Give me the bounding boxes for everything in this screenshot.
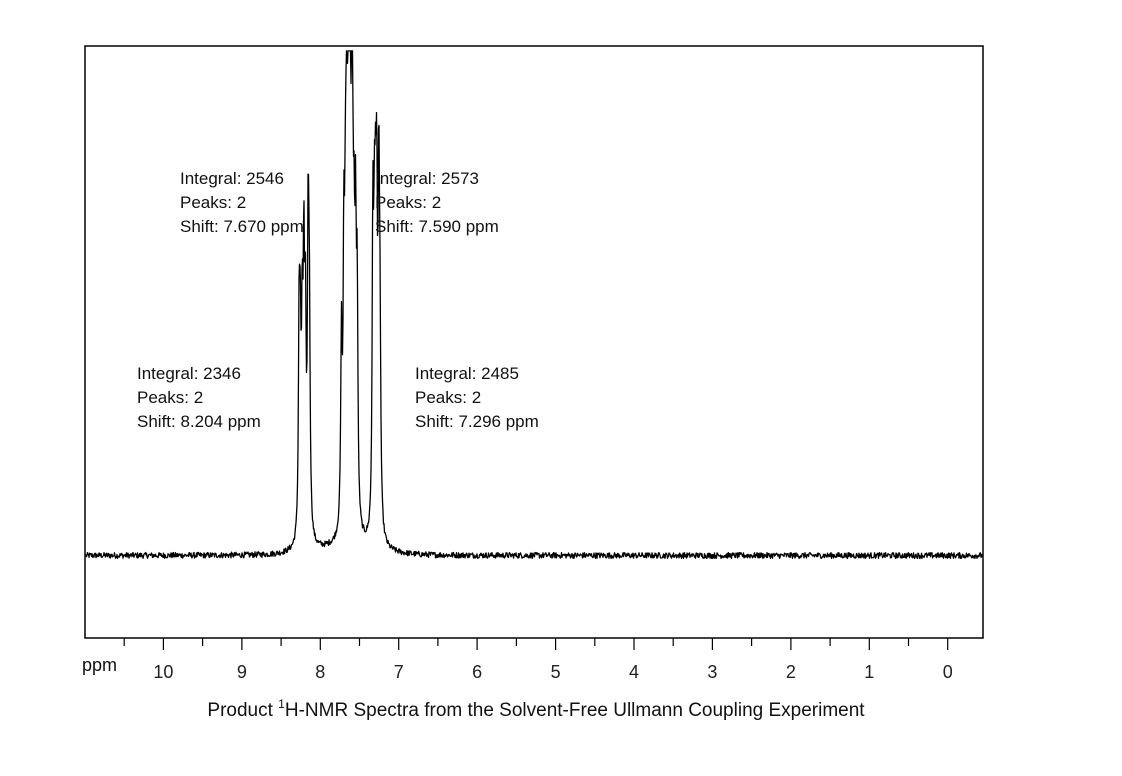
annotation-7590-shift: Shift: 7.590 ppm [375,217,499,236]
plot-frame [84,45,984,639]
x-tick-label: 4 [629,662,639,682]
annotation-7590-peaks: Peaks: 2 [375,193,441,212]
x-tick-label: 5 [551,662,561,682]
x-tick-label: 2 [786,662,796,682]
annotation-8204-integral: Integral: 2346 [137,364,241,383]
x-tick-label: 0 [943,662,953,682]
annotation-7296: Integral: 2485 Peaks: 2 Shift: 7.296 ppm [415,364,539,431]
annotation-8204-peaks: Peaks: 2 [137,388,203,407]
caption-prefix: Product [207,700,278,721]
x-tick-label: 9 [237,662,247,682]
x-tick-label: 7 [394,662,404,682]
x-tick-label: 6 [472,662,482,682]
annotation-8204: Integral: 2346 Peaks: 2 Shift: 8.204 ppm [137,364,261,431]
x-axis-unit-label: ppm [82,655,117,675]
x-tick-label: 1 [864,662,874,682]
caption-superscript: 1 [278,697,285,711]
x-tick-label: 3 [707,662,717,682]
annotation-7670-peaks: Peaks: 2 [180,193,246,212]
annotation-7296-shift: Shift: 7.296 ppm [415,412,539,431]
annotation-7296-peaks: Peaks: 2 [415,388,481,407]
x-tick-label: 10 [153,662,173,682]
annotation-7670-integral: Integral: 2546 [180,169,284,188]
x-axis-ticks [123,638,949,650]
x-axis-tick-labels: 10 9 8 7 6 5 4 3 2 1 0 [153,662,952,682]
annotation-7590: Integral: 2573 Peaks: 2 Shift: 7.590 ppm [375,169,499,236]
annotation-7670-shift: Shift: 7.670 ppm [180,217,304,236]
annotation-7296-integral: Integral: 2485 [415,364,519,383]
annotation-7670: Integral: 2546 Peaks: 2 Shift: 7.670 ppm [180,169,304,236]
caption-suffix: H-NMR Spectra from the Solvent-Free Ullm… [285,700,865,721]
chart-caption: Product 1H-NMR Spectra from the Solvent-… [207,697,865,721]
x-tick-label: 8 [315,662,325,682]
annotation-8204-shift: Shift: 8.204 ppm [137,412,261,431]
spectrum-line [85,50,983,560]
annotation-7590-integral: Integral: 2573 [375,169,479,188]
